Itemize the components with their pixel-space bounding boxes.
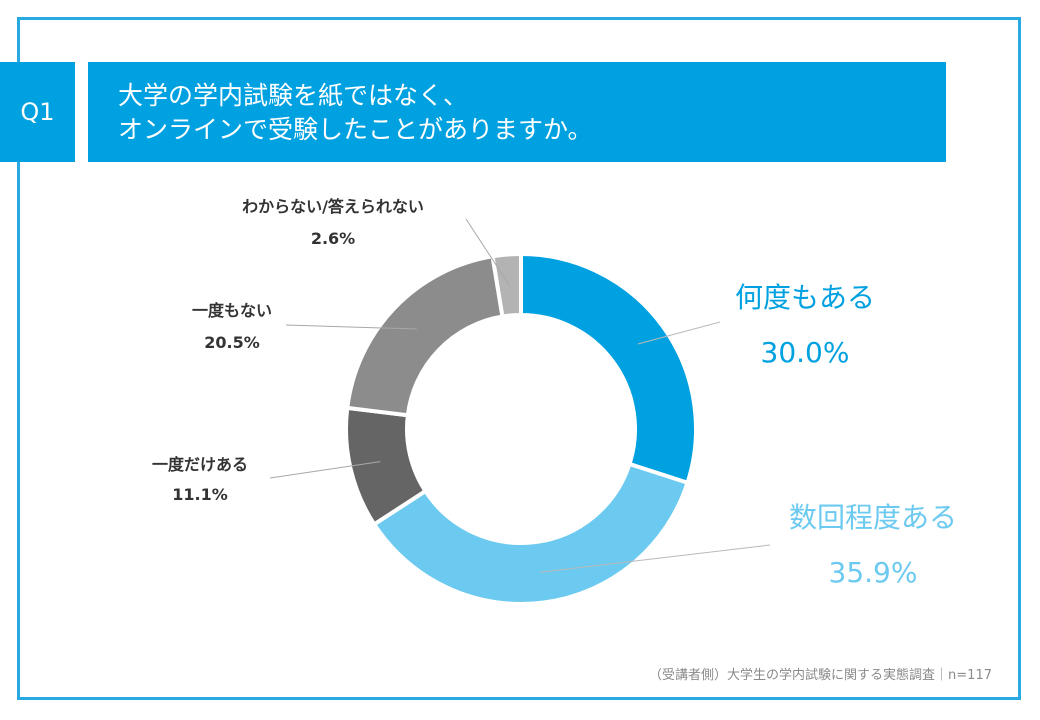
leader-line-never — [285, 324, 417, 330]
question-title-line-2: オンラインで受験したことがありますか。 — [118, 115, 593, 144]
label-several-times: 数回程度ある — [789, 501, 957, 534]
slice-several-times — [371, 461, 691, 606]
leader-line-unknown — [465, 218, 510, 286]
question-title-line-1: 大学の学内試験を紙ではなく、 — [118, 81, 469, 110]
slice-never — [345, 254, 505, 418]
label-never: 一度もない — [192, 301, 272, 320]
label-once: 一度だけある — [152, 455, 248, 474]
value-unknown: 2.6% — [311, 229, 355, 248]
question-badge: Q1 — [0, 62, 75, 162]
label-unknown: わからない/答えられない — [242, 197, 424, 216]
value-several-times: 35.9% — [829, 556, 918, 589]
label-many-times: 何度もある — [735, 281, 875, 314]
leader-line-several-times — [539, 544, 771, 573]
leader-line-once — [269, 461, 381, 479]
value-never: 20.5% — [204, 333, 260, 352]
slice-many-times — [519, 251, 698, 486]
question-number: Q1 — [20, 98, 55, 126]
footnote: （受講者側）大学生の学内試験に関する実態調査｜n=117 — [649, 668, 992, 683]
question-title: 大学の学内試験を紙ではなく、 オンラインで受験したことがありますか。 — [88, 62, 946, 162]
value-many-times: 30.0% — [761, 336, 850, 369]
leader-line-many-times — [637, 321, 721, 345]
chart-frame — [17, 17, 1021, 700]
value-once: 11.1% — [172, 485, 228, 504]
